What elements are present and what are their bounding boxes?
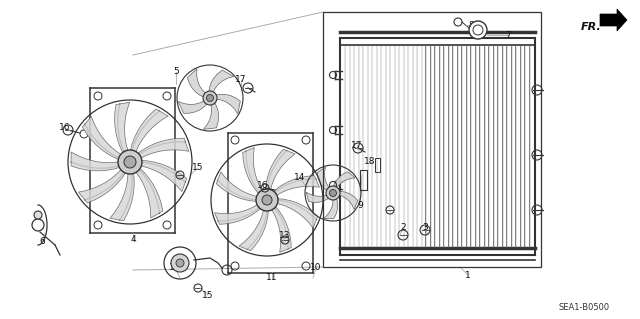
Text: 16: 16 (60, 123, 71, 132)
Text: 7: 7 (505, 31, 511, 40)
Text: 15: 15 (202, 291, 214, 300)
Circle shape (469, 21, 487, 39)
Polygon shape (306, 192, 331, 203)
Text: 6: 6 (39, 238, 45, 247)
Circle shape (330, 189, 337, 197)
Circle shape (203, 91, 217, 105)
Text: 9: 9 (357, 201, 363, 210)
Text: 5: 5 (173, 68, 179, 77)
Polygon shape (216, 172, 257, 201)
Bar (360, 170, 367, 190)
Text: FR.: FR. (581, 22, 602, 32)
Text: 13: 13 (279, 231, 291, 240)
Text: 1: 1 (465, 271, 471, 279)
Text: 4: 4 (130, 235, 136, 244)
Circle shape (124, 156, 136, 168)
Circle shape (262, 195, 272, 205)
Text: 17: 17 (351, 140, 363, 150)
Polygon shape (115, 102, 130, 153)
Text: 10: 10 (310, 263, 322, 272)
Text: 8: 8 (468, 20, 474, 29)
Text: 2: 2 (400, 224, 406, 233)
Polygon shape (178, 100, 208, 113)
Text: 14: 14 (294, 174, 306, 182)
Circle shape (326, 186, 340, 200)
Polygon shape (71, 152, 120, 171)
Text: 3: 3 (422, 224, 428, 233)
Polygon shape (324, 197, 338, 219)
Polygon shape (204, 101, 219, 129)
Polygon shape (209, 70, 234, 93)
Polygon shape (188, 69, 206, 98)
Polygon shape (79, 170, 126, 203)
Circle shape (176, 259, 184, 267)
Bar (375, 158, 380, 172)
Circle shape (207, 94, 214, 101)
Polygon shape (266, 149, 295, 190)
Polygon shape (337, 191, 358, 210)
Polygon shape (138, 138, 189, 158)
Circle shape (171, 254, 189, 272)
Circle shape (256, 189, 278, 211)
Circle shape (121, 153, 140, 171)
Polygon shape (317, 167, 330, 192)
Polygon shape (214, 205, 261, 224)
Polygon shape (271, 206, 291, 252)
Polygon shape (243, 148, 262, 194)
Polygon shape (277, 199, 317, 228)
Bar (323, 12, 541, 267)
Text: 12: 12 (170, 263, 180, 272)
Polygon shape (141, 160, 187, 192)
Circle shape (259, 192, 275, 208)
Polygon shape (600, 9, 627, 31)
Polygon shape (136, 168, 163, 218)
Polygon shape (83, 116, 121, 160)
Text: 18: 18 (364, 158, 376, 167)
Polygon shape (239, 210, 268, 251)
Circle shape (118, 150, 142, 174)
Circle shape (34, 211, 42, 219)
Text: 11: 11 (266, 273, 278, 283)
Polygon shape (214, 94, 241, 114)
Polygon shape (273, 176, 319, 195)
Polygon shape (333, 172, 355, 189)
Text: 15: 15 (192, 164, 204, 173)
Text: 16: 16 (257, 181, 269, 189)
Polygon shape (110, 173, 134, 221)
Text: SEA1-B0500: SEA1-B0500 (559, 302, 610, 311)
Text: 17: 17 (236, 76, 247, 85)
Polygon shape (131, 109, 168, 152)
